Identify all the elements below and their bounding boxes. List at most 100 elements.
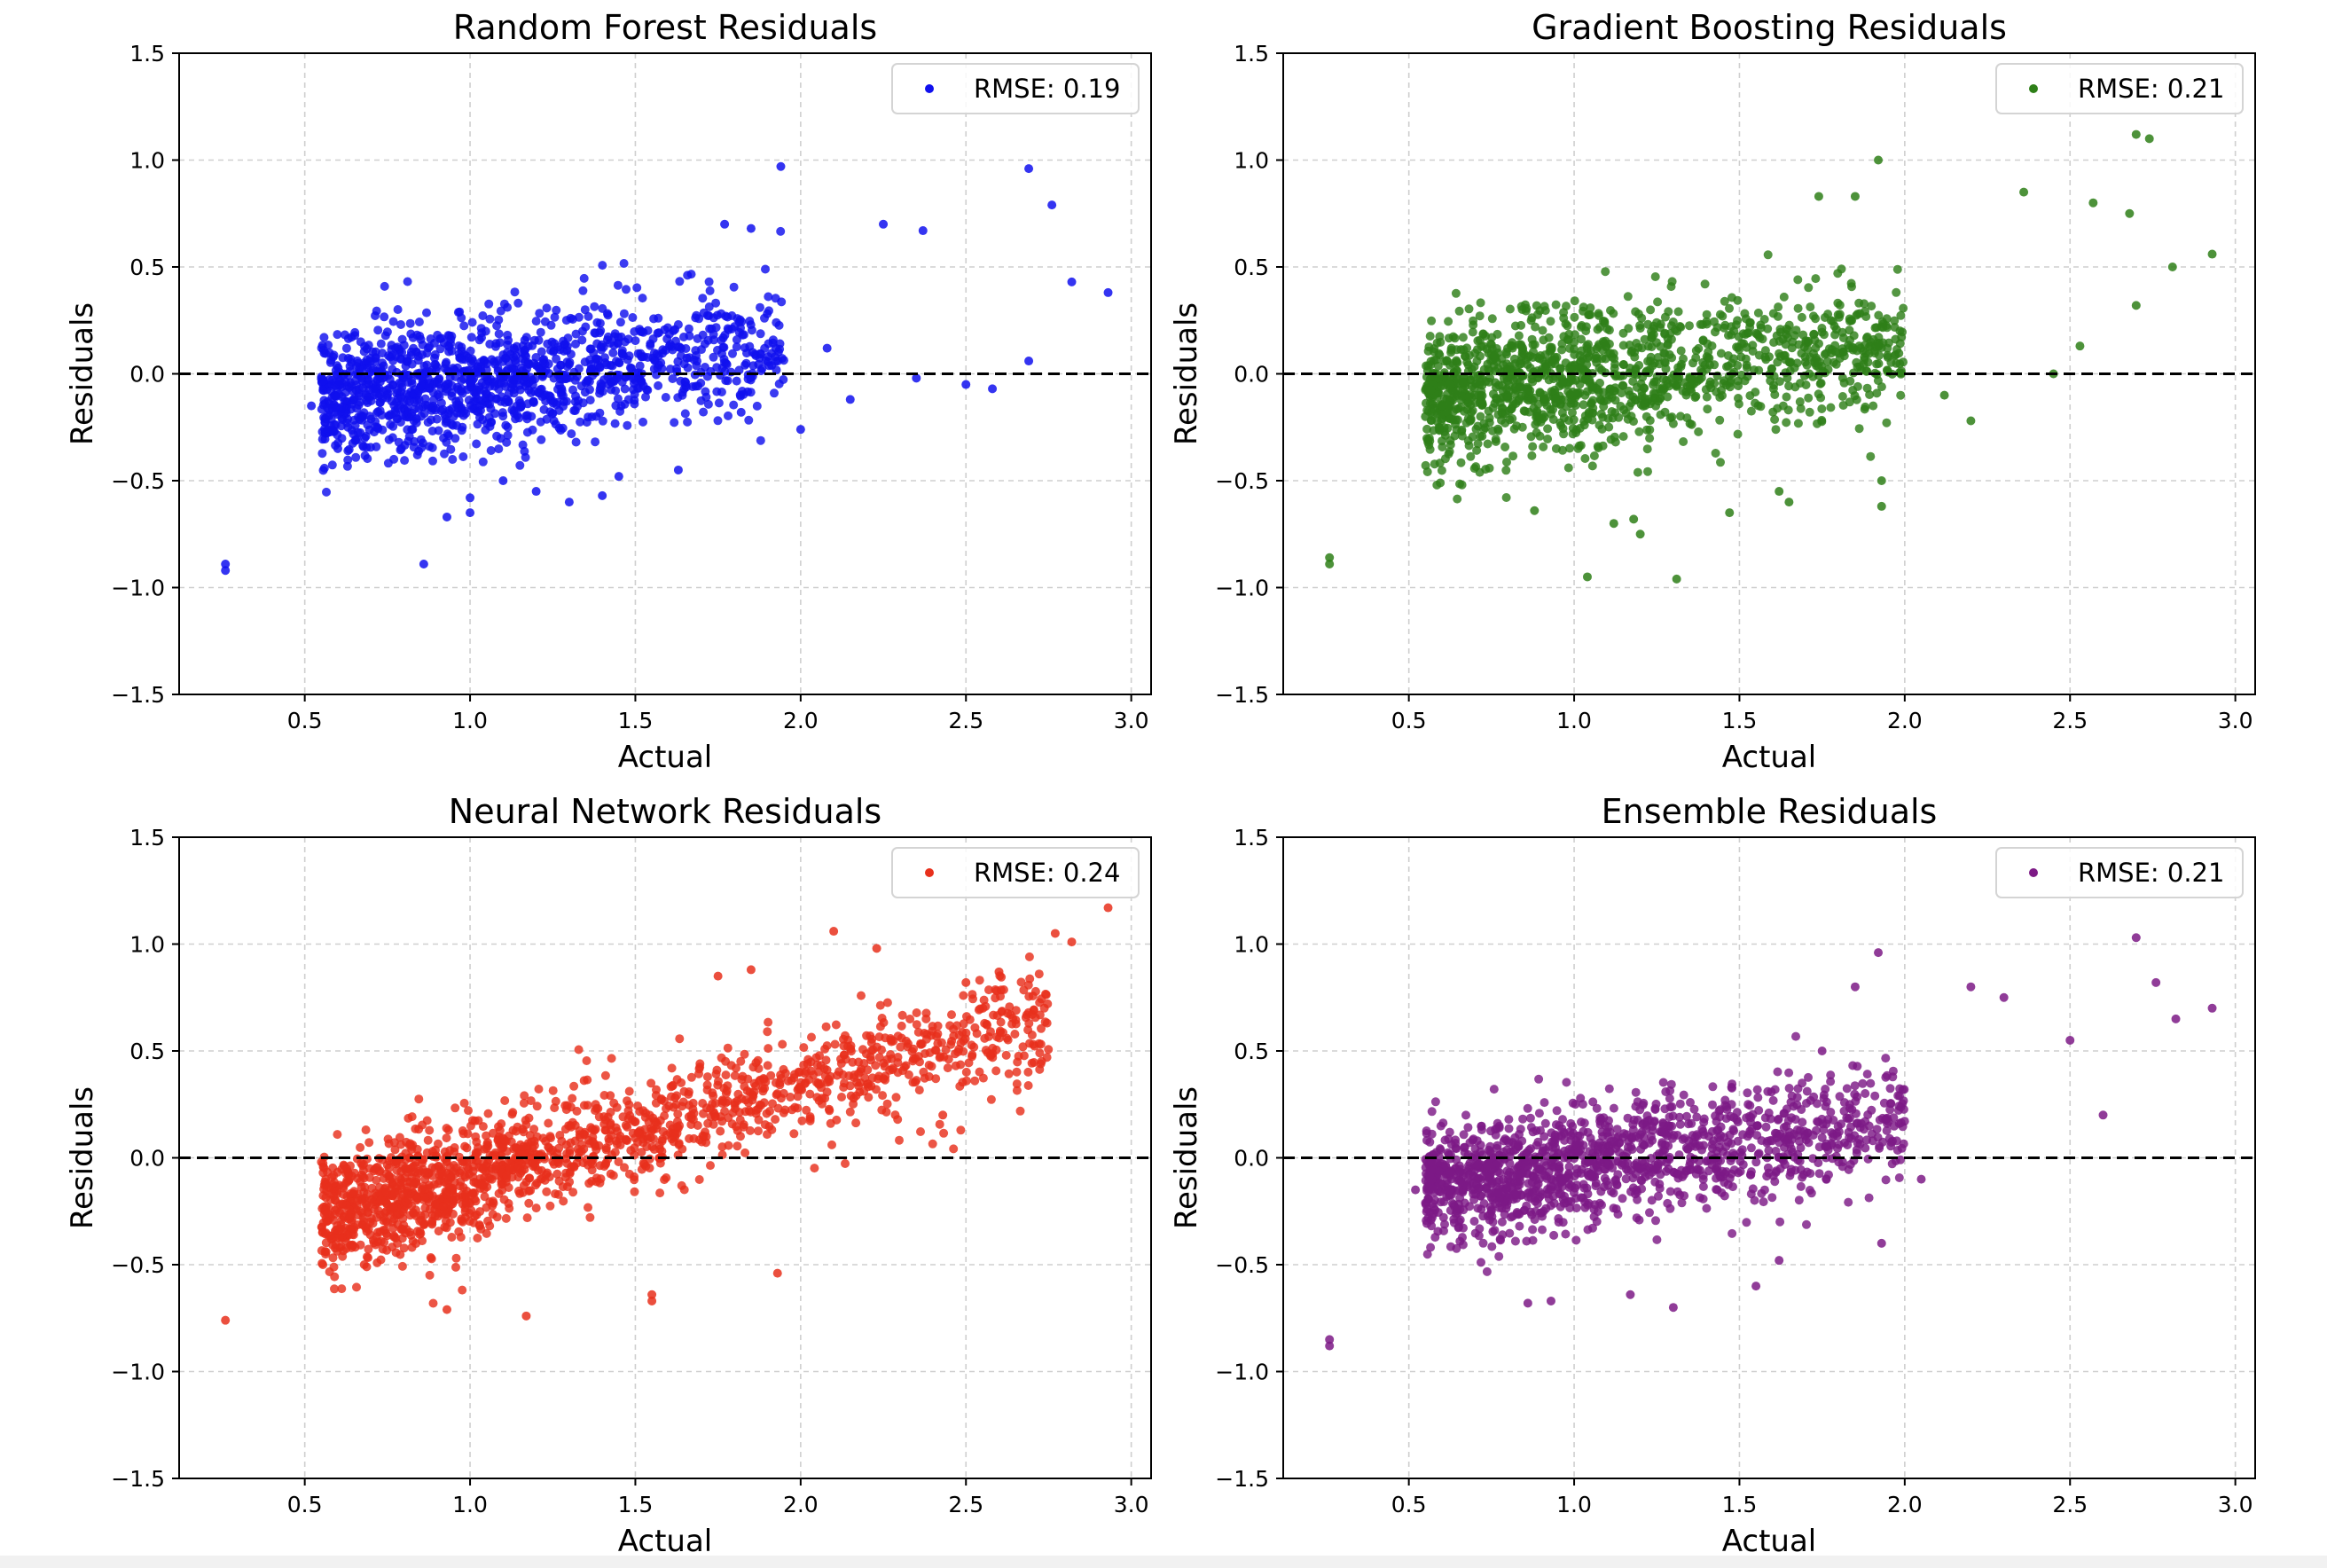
data-point xyxy=(442,1189,451,1199)
data-point xyxy=(1647,396,1657,406)
data-point xyxy=(1753,308,1763,318)
data-point xyxy=(675,277,685,286)
data-point xyxy=(500,1096,510,1105)
data-point xyxy=(765,1107,774,1116)
data-point xyxy=(815,1051,824,1061)
data-point xyxy=(574,364,584,373)
data-point xyxy=(460,1189,470,1199)
data-point xyxy=(1837,264,1846,274)
data-point xyxy=(600,1070,610,1080)
data-point xyxy=(1508,365,1517,375)
data-point xyxy=(382,1160,392,1170)
data-point xyxy=(1468,327,1477,337)
legend-label: RMSE: 0.21 xyxy=(2078,74,2224,104)
data-point xyxy=(1610,386,1619,396)
data-point xyxy=(430,349,440,359)
data-point xyxy=(761,264,770,274)
data-point xyxy=(428,1298,438,1308)
data-point xyxy=(1598,345,1608,355)
data-point xyxy=(1881,1054,1891,1063)
data-point xyxy=(1748,341,1758,350)
data-point xyxy=(763,1027,772,1037)
data-point xyxy=(879,219,889,229)
data-point xyxy=(717,363,727,372)
data-point xyxy=(636,349,646,358)
data-point xyxy=(400,456,410,466)
data-point xyxy=(1797,312,1806,322)
data-point xyxy=(451,1253,461,1263)
data-point xyxy=(472,439,482,449)
data-point xyxy=(1647,1196,1657,1205)
data-point xyxy=(536,417,545,427)
data-point xyxy=(1830,330,1840,340)
data-point xyxy=(1517,351,1527,361)
data-point xyxy=(322,1217,332,1227)
data-point xyxy=(442,1305,451,1314)
data-point xyxy=(374,367,384,377)
data-point xyxy=(570,406,580,415)
data-point xyxy=(679,1185,689,1195)
data-point xyxy=(1571,365,1580,373)
data-point xyxy=(1745,391,1755,401)
x-axis-label: Actual xyxy=(1722,740,1817,775)
data-point xyxy=(485,399,494,409)
data-point xyxy=(525,1173,535,1183)
data-point xyxy=(1814,362,1823,372)
data-point xyxy=(431,405,441,415)
data-point xyxy=(1746,406,1756,416)
data-point xyxy=(672,1122,682,1132)
data-point xyxy=(730,1098,740,1108)
data-point xyxy=(1845,314,1854,324)
data-point xyxy=(1877,317,1887,326)
data-point xyxy=(1476,412,1485,421)
data-point xyxy=(599,1091,609,1100)
y-tick-label: 1.5 xyxy=(129,41,165,67)
data-point xyxy=(1499,373,1508,383)
data-point xyxy=(986,1094,996,1104)
data-point xyxy=(2019,187,2029,197)
data-point xyxy=(472,385,482,395)
data-point xyxy=(319,1184,329,1194)
data-point xyxy=(1687,387,1696,396)
data-point xyxy=(1442,407,1452,417)
data-point xyxy=(1758,334,1767,344)
data-point xyxy=(1586,303,1595,313)
data-point xyxy=(805,1112,815,1122)
data-point xyxy=(484,1172,493,1182)
data-point xyxy=(333,1246,342,1256)
data-point xyxy=(1837,373,1847,383)
data-point xyxy=(1587,461,1597,471)
data-point xyxy=(1674,1112,1684,1122)
data-point xyxy=(396,1140,406,1149)
data-point xyxy=(442,437,451,447)
legend: RMSE: 0.21 xyxy=(1995,63,2244,114)
data-point xyxy=(420,1210,430,1219)
data-point xyxy=(448,455,458,464)
data-point xyxy=(1438,401,1447,411)
data-point xyxy=(1640,334,1649,344)
data-point xyxy=(1756,402,1766,412)
y-tick-label: 1.0 xyxy=(129,932,165,958)
data-point xyxy=(396,418,405,427)
data-point xyxy=(1484,406,1493,416)
data-point xyxy=(933,1039,943,1048)
data-point xyxy=(466,508,475,518)
data-point xyxy=(1029,1058,1038,1067)
data-point xyxy=(465,1217,474,1227)
data-point xyxy=(1826,349,1836,358)
data-point xyxy=(585,385,594,395)
data-point xyxy=(325,348,334,357)
data-point xyxy=(321,1228,331,1238)
data-point xyxy=(1894,1173,1904,1182)
data-point xyxy=(732,335,741,344)
data-point xyxy=(1828,317,1837,326)
data-point xyxy=(486,446,496,455)
data-point xyxy=(548,1156,558,1166)
data-point xyxy=(478,1164,488,1174)
data-point xyxy=(1838,348,1848,357)
data-point xyxy=(944,1054,953,1064)
data-point xyxy=(1594,364,1604,372)
data-point xyxy=(1425,332,1435,341)
data-point xyxy=(1890,316,1900,325)
data-point xyxy=(537,347,546,357)
